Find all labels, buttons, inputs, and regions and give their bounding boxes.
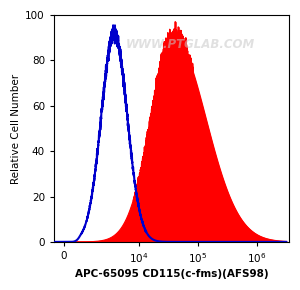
Y-axis label: Relative Cell Number: Relative Cell Number	[11, 73, 21, 184]
Text: WWW.PTGLAB.COM: WWW.PTGLAB.COM	[126, 38, 255, 51]
X-axis label: APC-65095 CD115(c-fms)(AFS98): APC-65095 CD115(c-fms)(AFS98)	[75, 269, 268, 279]
